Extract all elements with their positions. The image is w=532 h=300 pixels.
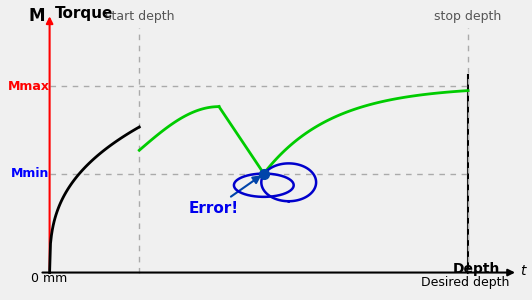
- Text: Depth: Depth: [453, 262, 501, 276]
- Text: 0 mm: 0 mm: [31, 272, 68, 285]
- Text: M: M: [28, 8, 45, 26]
- Text: Torque: Torque: [55, 6, 113, 21]
- Text: t: t: [520, 264, 525, 278]
- Text: Mmax: Mmax: [7, 80, 49, 93]
- Text: Desired depth: Desired depth: [421, 276, 510, 289]
- Text: start depth: start depth: [104, 10, 174, 23]
- Text: stop depth: stop depth: [435, 10, 502, 23]
- Text: Error!: Error!: [189, 176, 260, 216]
- Text: Mmin: Mmin: [11, 167, 49, 180]
